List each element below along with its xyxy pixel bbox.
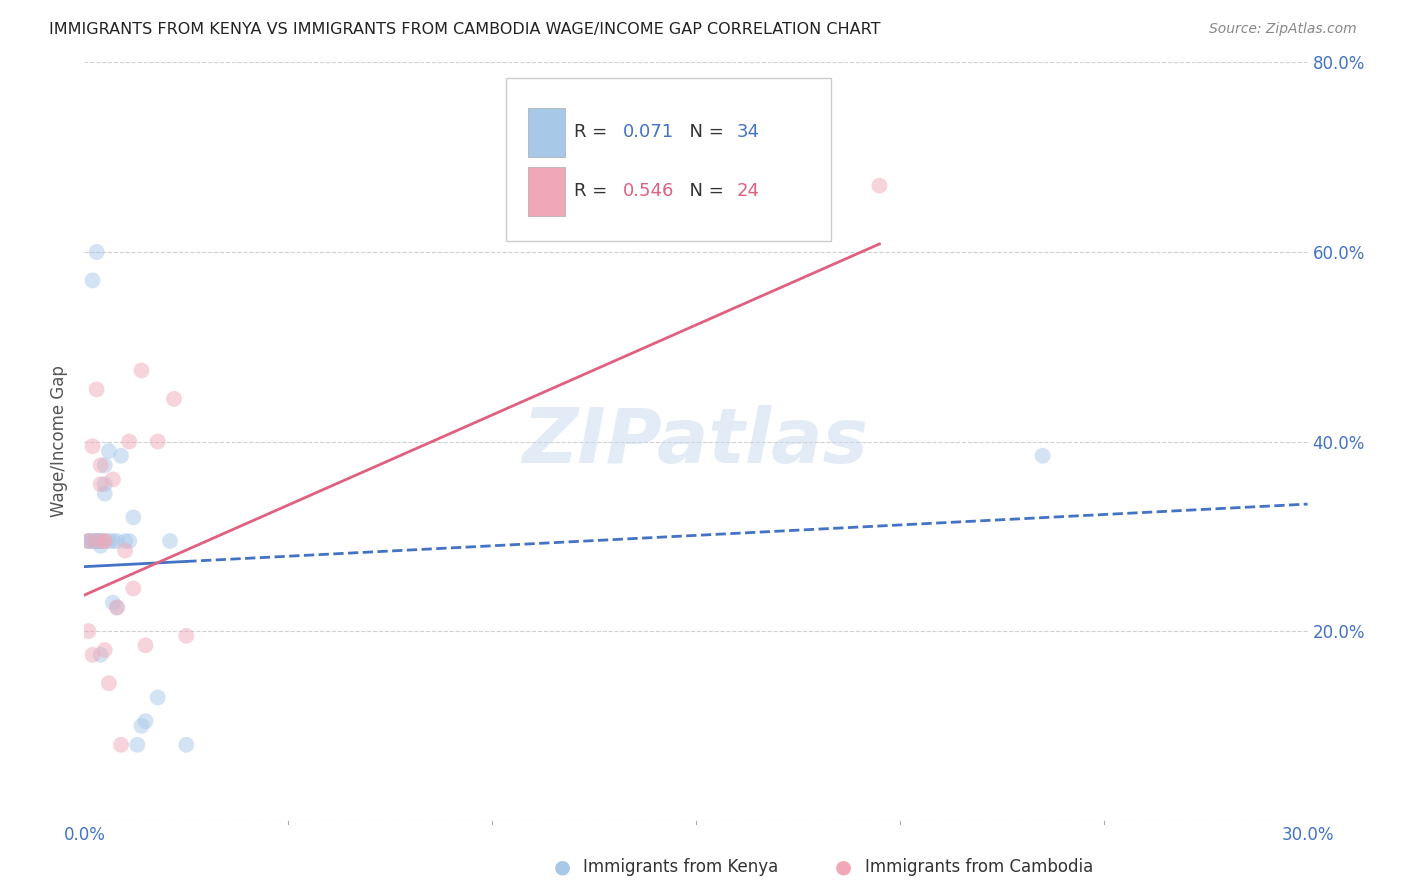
Point <box>135 714 157 728</box>
Text: N =: N = <box>678 123 730 141</box>
Text: 0.546: 0.546 <box>623 182 673 201</box>
Point <box>146 690 169 705</box>
Point <box>97 676 120 690</box>
Point <box>122 510 145 524</box>
Text: 24: 24 <box>737 182 759 201</box>
Text: N =: N = <box>678 182 730 201</box>
Point <box>90 648 112 662</box>
Point <box>1032 449 1054 463</box>
Point <box>869 178 891 193</box>
Point <box>86 534 108 549</box>
Point <box>77 534 100 549</box>
Point <box>82 648 104 662</box>
Text: ●: ● <box>835 857 852 877</box>
Point <box>93 643 115 657</box>
Point <box>82 273 104 287</box>
Point <box>163 392 186 406</box>
Point <box>146 434 169 449</box>
Point <box>90 458 112 473</box>
Text: 34: 34 <box>737 123 759 141</box>
Text: R =: R = <box>574 123 613 141</box>
Point <box>93 458 115 473</box>
Point <box>110 449 132 463</box>
Point <box>135 638 157 652</box>
Point <box>110 738 132 752</box>
Text: 0.071: 0.071 <box>623 123 673 141</box>
Point <box>131 363 153 377</box>
Point <box>93 486 115 500</box>
Point <box>101 534 124 549</box>
Point <box>93 534 115 549</box>
Point <box>101 473 124 487</box>
FancyBboxPatch shape <box>529 167 565 217</box>
FancyBboxPatch shape <box>529 108 565 157</box>
Point <box>174 738 197 752</box>
Point <box>93 534 115 549</box>
Point <box>101 596 124 610</box>
Point <box>77 624 100 639</box>
Point <box>174 629 197 643</box>
Text: Source: ZipAtlas.com: Source: ZipAtlas.com <box>1209 22 1357 37</box>
Point <box>90 539 112 553</box>
Point <box>114 534 136 549</box>
Point <box>131 719 153 733</box>
Point <box>118 534 141 549</box>
Point <box>97 534 120 549</box>
Point <box>82 534 104 549</box>
Point <box>105 600 128 615</box>
Text: IMMIGRANTS FROM KENYA VS IMMIGRANTS FROM CAMBODIA WAGE/INCOME GAP CORRELATION CH: IMMIGRANTS FROM KENYA VS IMMIGRANTS FROM… <box>49 22 880 37</box>
Point <box>90 534 112 549</box>
Point <box>93 477 115 491</box>
Point <box>82 439 104 453</box>
Point <box>159 534 181 549</box>
Point <box>90 534 112 549</box>
Point <box>90 477 112 491</box>
Point <box>77 534 100 549</box>
Point <box>127 738 149 752</box>
Point <box>122 582 145 596</box>
Y-axis label: Wage/Income Gap: Wage/Income Gap <box>51 366 69 517</box>
Text: Immigrants from Kenya: Immigrants from Kenya <box>583 858 779 876</box>
Point <box>77 534 100 549</box>
Text: ●: ● <box>554 857 571 877</box>
Point <box>86 534 108 549</box>
Point <box>105 534 128 549</box>
Point <box>82 534 104 549</box>
FancyBboxPatch shape <box>506 78 831 241</box>
Point <box>86 244 108 259</box>
Point <box>118 434 141 449</box>
Point <box>86 383 108 397</box>
Point <box>86 534 108 549</box>
Point <box>114 543 136 558</box>
Point <box>86 534 108 549</box>
Point <box>90 534 112 549</box>
Text: Immigrants from Cambodia: Immigrants from Cambodia <box>865 858 1092 876</box>
Text: ZIPatlas: ZIPatlas <box>523 405 869 478</box>
Point <box>97 444 120 458</box>
Text: R =: R = <box>574 182 613 201</box>
Point <box>105 600 128 615</box>
